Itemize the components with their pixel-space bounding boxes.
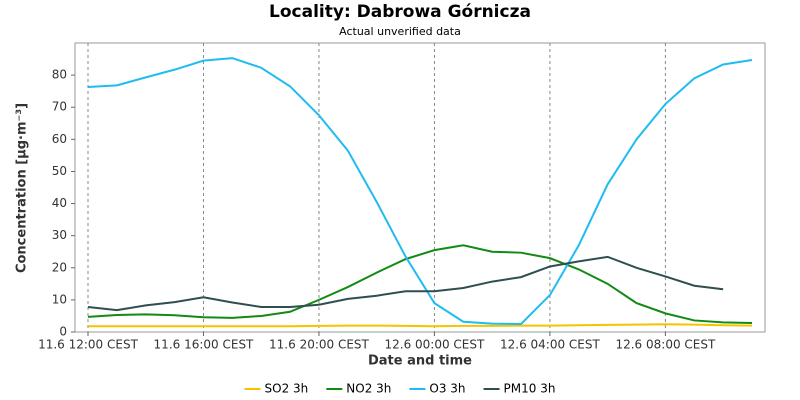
x-tick-label: 12.6 08:00 CEST xyxy=(615,338,716,352)
y-tick-label: 50 xyxy=(52,164,67,178)
data-line xyxy=(87,244,753,325)
chart-title: Locality: Dabrowa Górnicza xyxy=(269,2,531,22)
x-tick-label: 11.6 12:00 CEST xyxy=(38,338,139,352)
y-tick-label: 80 xyxy=(52,68,67,82)
y-tick-label: 40 xyxy=(52,196,67,210)
x-tick-label: 12.6 04:00 CEST xyxy=(500,338,601,352)
y-axis-label: Concentration [µg·m⁻³] xyxy=(15,103,30,273)
data-line xyxy=(87,57,753,325)
y-tick-label: 0 xyxy=(59,325,67,339)
legend-label: PM10 3h xyxy=(504,382,556,396)
plot-frame xyxy=(74,42,766,333)
data-line xyxy=(87,255,724,312)
y-tick-label: 60 xyxy=(52,132,67,146)
legend-label: SO2 3h xyxy=(265,382,309,396)
y-tick-label: 70 xyxy=(52,100,67,114)
data-line xyxy=(88,323,753,328)
chart-subtitle: Actual unverified data xyxy=(339,25,461,38)
x-tick-label: 12.6 00:00 CEST xyxy=(385,338,486,352)
legend-label: NO2 3h xyxy=(346,382,391,396)
legend-label: O3 3h xyxy=(429,382,465,396)
x-tick-label: 11.6 16:00 CEST xyxy=(154,338,255,352)
y-tick-label: 10 xyxy=(52,292,67,306)
x-axis-label: Date and time xyxy=(368,354,472,369)
y-tick-label: 30 xyxy=(52,228,67,242)
y-tick-label: 20 xyxy=(52,260,67,274)
x-tick-label: 11.6 20:00 CEST xyxy=(269,338,370,352)
